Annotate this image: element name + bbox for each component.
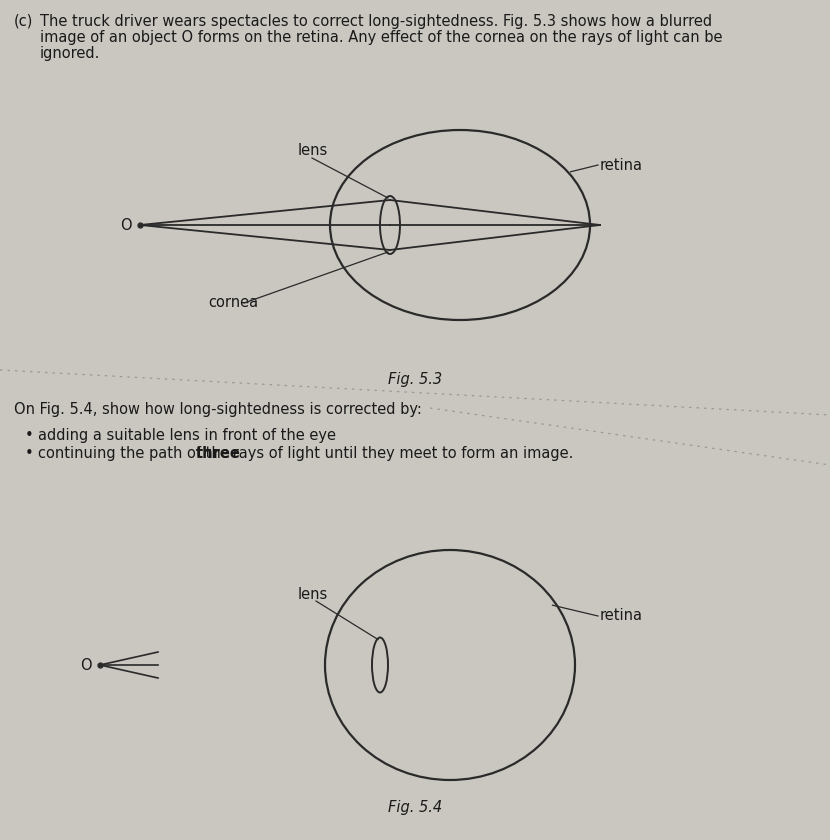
Text: (c): (c)	[14, 14, 33, 29]
Text: On Fig. 5.4, show how long-sightedness is corrected by:: On Fig. 5.4, show how long-sightedness i…	[14, 402, 422, 417]
Text: image of an object O forms on the retina. Any effect of the cornea on the rays o: image of an object O forms on the retina…	[40, 30, 722, 45]
Text: retina: retina	[600, 158, 643, 173]
Text: adding a suitable lens in front of the eye: adding a suitable lens in front of the e…	[38, 428, 336, 443]
Text: cornea: cornea	[208, 295, 258, 310]
Text: Fig. 5.4: Fig. 5.4	[388, 800, 442, 815]
Text: •: •	[25, 428, 34, 443]
Text: continuing the path of the: continuing the path of the	[38, 446, 234, 461]
Text: lens: lens	[298, 143, 328, 158]
Text: rays of light until they meet to form an image.: rays of light until they meet to form an…	[228, 446, 574, 461]
Text: three: three	[196, 446, 241, 461]
Text: ignored.: ignored.	[40, 46, 100, 61]
Text: lens: lens	[298, 587, 328, 602]
Text: O: O	[81, 658, 92, 673]
Text: •: •	[25, 446, 34, 461]
Text: retina: retina	[600, 608, 643, 623]
Text: Fig. 5.3: Fig. 5.3	[388, 372, 442, 387]
Text: O: O	[120, 218, 132, 233]
Text: The truck driver wears spectacles to correct long-sightedness. Fig. 5.3 shows ho: The truck driver wears spectacles to cor…	[40, 14, 712, 29]
